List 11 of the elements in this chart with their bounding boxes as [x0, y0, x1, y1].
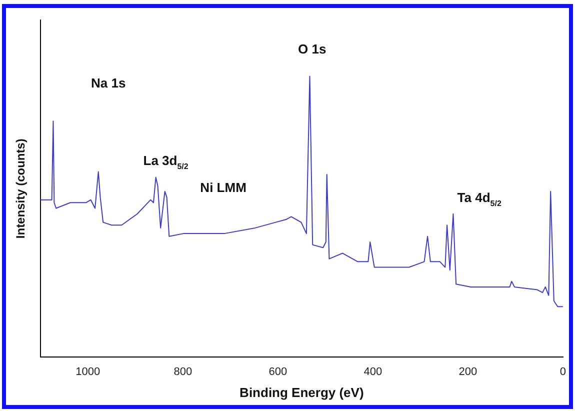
x-tick-label: 600 — [268, 366, 288, 378]
annotation: Ni LMM — [200, 180, 246, 195]
x-tick-label: 800 — [174, 366, 192, 378]
x-tick-label: 400 — [364, 366, 382, 378]
x-tick-label: 0 — [560, 366, 566, 378]
x-tick-label: 200 — [458, 366, 478, 378]
text: O 1s — [298, 42, 326, 57]
y-axis-title: Intensity (counts) — [14, 138, 28, 239]
annotation: Na 1s — [90, 75, 126, 90]
x-tick-label: 1000 — [76, 366, 100, 378]
x-axis-title: Binding Energy (eV) — [240, 384, 364, 400]
